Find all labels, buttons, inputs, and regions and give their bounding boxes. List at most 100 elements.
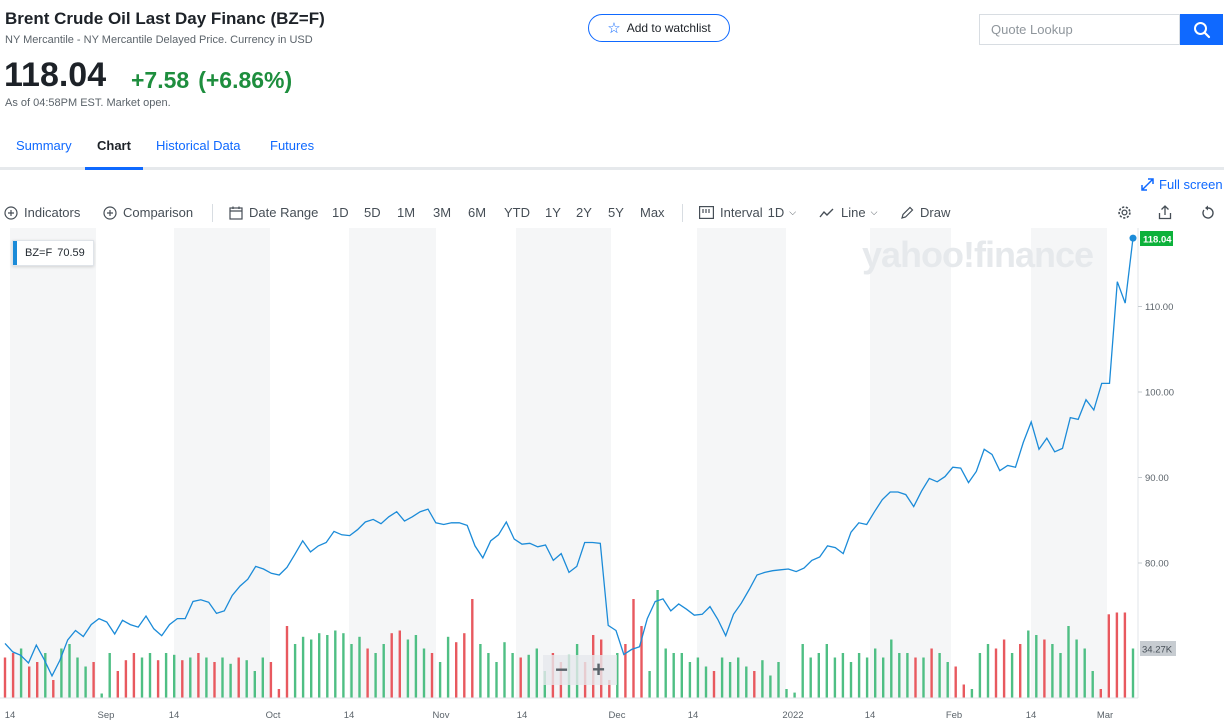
range-5d[interactable]: 5D — [364, 205, 381, 220]
chevron-down-icon: ⌵ — [789, 207, 797, 217]
settings-button[interactable] — [1117, 205, 1132, 220]
volume-bar — [229, 663, 232, 698]
range-5y[interactable]: 5Y — [608, 205, 624, 220]
y-tick-label: 80.00 — [1145, 559, 1169, 570]
draw-label: Draw — [920, 205, 951, 220]
tab-summary[interactable]: Summary — [16, 138, 72, 153]
volume-bar — [930, 648, 933, 698]
range-1m[interactable]: 1M — [397, 205, 416, 220]
volume-bar — [205, 657, 208, 698]
month-band — [697, 228, 786, 698]
zoom-out-button[interactable]: − — [555, 657, 568, 682]
tab-futures[interactable]: Futures — [270, 138, 315, 153]
volume-bar — [479, 644, 482, 698]
volume-bar — [986, 644, 990, 698]
volume-bar — [1099, 689, 1102, 698]
tab-historical-data[interactable]: Historical Data — [156, 138, 241, 153]
legend-color — [13, 241, 17, 265]
range-3m[interactable]: 3M — [433, 205, 452, 220]
volume-bar — [358, 636, 361, 698]
x-tick-label: 14 — [688, 710, 699, 721]
volume-bar — [3, 657, 7, 698]
quote-tabs: Summary Chart Historical Data Futures — [0, 128, 1224, 170]
volume-bar — [616, 653, 619, 698]
volume-bar — [922, 657, 925, 698]
chart-type-dropdown[interactable]: Line ⌵ — [819, 205, 877, 220]
volume-bar — [132, 653, 136, 698]
volume-bar — [414, 635, 418, 698]
chart-legend: BZ=F 70.59 — [12, 240, 94, 266]
tab-chart[interactable]: Chart — [97, 138, 131, 153]
market-status: As of 04:58PM EST. Market open. — [5, 97, 171, 109]
range-6m[interactable]: 6M — [468, 205, 487, 220]
reset-button[interactable] — [1201, 205, 1215, 220]
range-1d[interactable]: 1D — [332, 205, 349, 220]
pencil-icon — [901, 206, 914, 219]
full-screen-button[interactable]: Full screen — [1141, 177, 1223, 192]
volume-bar — [527, 654, 530, 698]
volume-bar — [503, 642, 506, 698]
range-2y[interactable]: 2Y — [576, 205, 592, 220]
volume-bar — [310, 639, 313, 698]
x-tick-label: 14 — [1026, 710, 1037, 721]
date-range-button[interactable]: Date Range — [229, 205, 318, 220]
volume-bar — [366, 648, 369, 698]
indicators-label: Indicators — [24, 205, 81, 220]
volume-bar — [898, 653, 901, 698]
volume-bar — [1051, 644, 1054, 698]
volume-bar — [382, 644, 385, 698]
month-band — [1031, 228, 1107, 698]
volume-bar — [849, 662, 853, 698]
plus-circle-icon — [4, 205, 18, 220]
volume-bar — [1002, 639, 1006, 698]
comparison-button[interactable]: Comparison — [103, 205, 193, 220]
month-band — [174, 228, 270, 698]
volume-bar — [1123, 612, 1127, 698]
quote-lookup-input[interactable] — [979, 14, 1180, 45]
zoom-in-button[interactable]: + — [592, 657, 605, 682]
comparison-label: Comparison — [123, 205, 194, 220]
volume-bar — [148, 653, 152, 698]
x-tick-label: 2022 — [782, 710, 803, 721]
volume-bar — [285, 626, 289, 698]
volume-bar — [390, 633, 393, 698]
toolbar-divider — [682, 204, 683, 222]
volume-bar — [777, 662, 780, 698]
x-tick-label: Nov — [433, 710, 450, 721]
range-max[interactable]: Max — [640, 205, 665, 220]
y-tick-label: 90.00 — [1145, 473, 1169, 484]
volume-bar — [745, 666, 748, 698]
range-1y[interactable]: 1Y — [545, 205, 561, 220]
x-tick-label: Dec — [609, 710, 626, 721]
interval-dropdown[interactable]: Interval 1D ⌵ — [699, 205, 796, 220]
expand-icon — [1141, 178, 1154, 191]
search-button[interactable] — [1180, 14, 1223, 45]
volume-bar — [688, 662, 692, 698]
draw-button[interactable]: Draw — [900, 205, 950, 220]
indicators-button[interactable]: Indicators — [4, 205, 80, 220]
line-chart-icon — [819, 208, 834, 217]
range-ytd[interactable]: YTD — [504, 205, 530, 220]
share-button[interactable] — [1158, 205, 1172, 220]
volume-bar — [342, 633, 345, 698]
volume-bar — [720, 657, 724, 698]
add-to-watchlist-button[interactable]: ☆ Add to watchlist — [588, 14, 730, 42]
volume-bar — [446, 636, 450, 698]
volume-bar — [398, 630, 401, 698]
volume-bar — [1107, 614, 1110, 698]
volume-bar — [52, 680, 55, 698]
volume-bar — [680, 653, 683, 698]
volume-bar — [994, 648, 998, 698]
x-tick-label: 14 — [5, 710, 16, 721]
chart-toolbar: Indicators Comparison Date Range 1D 5D 1… — [0, 200, 1224, 228]
volume-bar — [245, 660, 248, 698]
volume-bar — [116, 671, 119, 698]
volume-bar — [237, 657, 240, 698]
last-price-dot — [1129, 234, 1137, 242]
price-chart[interactable]: 110.00 100.00 90.00 80.00 14 Sep 14 Oct 14 Nov 14… — [0, 228, 1226, 724]
volume-bar — [471, 599, 474, 698]
volume-bar — [68, 644, 71, 698]
volume-bar — [906, 653, 909, 698]
x-tick-label: 14 — [865, 710, 876, 721]
volume-bar — [334, 630, 337, 698]
